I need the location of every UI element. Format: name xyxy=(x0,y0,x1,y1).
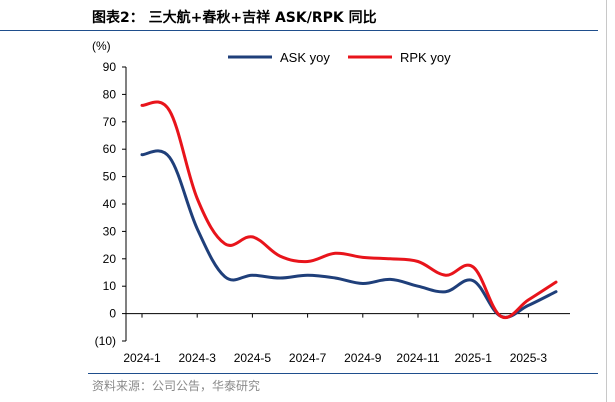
x-tick-label: 2024-3 xyxy=(179,351,217,365)
source-note: 资料来源：公司公告，华泰研究 xyxy=(92,379,261,393)
y-tick-label: 80 xyxy=(103,87,117,101)
rpk-yoy-line xyxy=(140,100,558,320)
x-tick-label: 2024-1 xyxy=(123,351,161,365)
y-tick-label: 10 xyxy=(103,279,117,293)
x-tick-label: 2024-5 xyxy=(234,351,272,365)
series-lines-group xyxy=(140,100,558,320)
footer-rule xyxy=(88,373,598,374)
y-tick-label: (10) xyxy=(95,334,116,348)
ask-yoy-line xyxy=(140,149,558,319)
x-tick-label: 2025-3 xyxy=(510,351,548,365)
chart-title: 图表2： 三大航+春秋+吉祥 ASK/RPK 同比 xyxy=(92,10,377,26)
y-tick-label: 90 xyxy=(103,60,117,74)
y-tick-label: 40 xyxy=(103,197,117,211)
legend-label-ask: ASK yoy xyxy=(280,50,330,65)
y-tick-label: 60 xyxy=(103,142,117,156)
x-tick-label: 2024-7 xyxy=(289,351,327,365)
x-tick-label: 2024-11 xyxy=(396,351,439,365)
legend-label-rpk: RPK yoy xyxy=(400,50,451,65)
y-axis-unit: (%) xyxy=(92,39,111,53)
y-tick-label: 0 xyxy=(109,307,116,321)
y-tick-label: 70 xyxy=(103,115,117,129)
page-edge-divider xyxy=(606,0,615,402)
title-bar: 图表2： 三大航+春秋+吉祥 ASK/RPK 同比 xyxy=(0,0,598,31)
y-tick-label: 30 xyxy=(103,224,117,238)
axes-group: (10) 0 10 20 30 40 50 60 70 80 90 (%) 2024-1 2024-3 20… xyxy=(92,39,570,365)
x-tick-label: 2025-1 xyxy=(455,351,493,365)
x-tick-label: 2024-9 xyxy=(344,351,382,365)
y-tick-label: 50 xyxy=(103,170,117,184)
legend: ASK yoy RPK yoy xyxy=(228,50,451,65)
y-tick-label: 20 xyxy=(103,252,117,266)
